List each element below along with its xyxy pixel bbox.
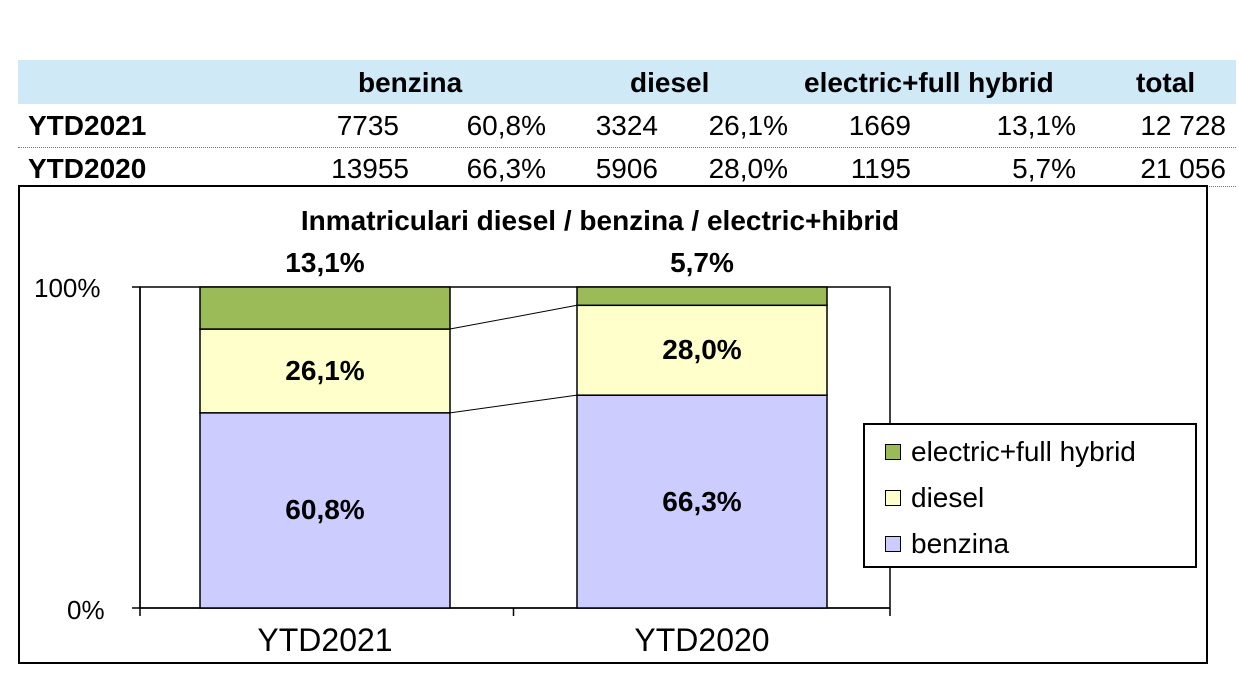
bar-segment-benzina	[576, 394, 828, 609]
table-cell-benzina-pct: 60,8%	[466, 110, 546, 141]
legend-item-benzina: benzina	[885, 528, 1010, 559]
bar-segment-electric-full-hybrid	[199, 286, 451, 330]
header-electric: electric+full hybrid	[804, 67, 1054, 98]
data-label: 13,1%	[285, 247, 365, 278]
legend-swatch	[885, 490, 901, 506]
data-label: 26,1%	[285, 354, 365, 386]
table-cell-benzina-pct: 66,3%	[466, 153, 546, 184]
table-cell-diesel-pct: 26,1%	[708, 110, 788, 141]
x-tick-label: YTD2021	[257, 622, 393, 658]
y-tick-label: 0%	[67, 595, 105, 625]
row-divider	[18, 147, 1236, 148]
legend-item-electric: electric+full hybrid	[885, 436, 1136, 467]
series-line	[449, 394, 578, 414]
y-tick-label: 100%	[34, 273, 101, 303]
chart-title: Inmatriculari diesel / benzina / electri…	[300, 205, 900, 236]
table-cell-electric-pct: 13,1%	[996, 110, 1076, 141]
chart-frame: Inmatriculari diesel / benzina / electri…	[18, 185, 1208, 664]
row-label: YTD2021	[28, 110, 147, 141]
table-cell-diesel: 5906	[595, 153, 658, 184]
header-total: total	[1136, 67, 1196, 98]
header-diesel: diesel	[630, 67, 710, 98]
stacked-bar-chart	[132, 286, 891, 616]
data-label: 5,7%	[670, 247, 734, 278]
table-cell-electric: 1195	[850, 153, 911, 184]
table-cell-total: 21 056	[1140, 153, 1226, 184]
table-cell-benzina: 13955	[331, 153, 409, 184]
legend: electric+full hybrid diesel benzina	[863, 423, 1197, 568]
bar-segment-benzina	[199, 412, 451, 609]
data-table: benzina diesel electric+full hybrid tota…	[18, 60, 1236, 188]
bar-segment-diesel	[576, 304, 828, 396]
x-tick-label: YTD2020	[634, 622, 770, 658]
table-cell-total: 12 728	[1140, 110, 1226, 141]
data-label: 66,3%	[662, 485, 742, 517]
table-header-band	[18, 60, 1236, 104]
row-label: YTD2020	[28, 153, 147, 184]
legend-swatch	[885, 536, 901, 552]
bar-segment-electric-full-hybrid	[576, 286, 828, 307]
data-label: 60,8%	[285, 494, 365, 526]
legend-label: electric+full hybrid	[911, 436, 1136, 467]
table-cell-electric: 1669	[848, 110, 911, 141]
legend-swatch	[885, 444, 901, 460]
data-label: 28,0%	[662, 334, 742, 366]
series-line	[449, 304, 578, 330]
table-cell-diesel-pct: 28,0%	[708, 153, 788, 184]
header-benzina: benzina	[358, 67, 463, 98]
table-cell-benzina: 7735	[336, 110, 399, 141]
legend-item-diesel: diesel	[885, 482, 985, 513]
legend-label: benzina	[911, 528, 1010, 559]
table-cell-electric-pct: 5,7%	[1012, 153, 1076, 184]
legend-label: diesel	[911, 482, 985, 513]
table-cell-diesel: 3324	[595, 110, 658, 141]
